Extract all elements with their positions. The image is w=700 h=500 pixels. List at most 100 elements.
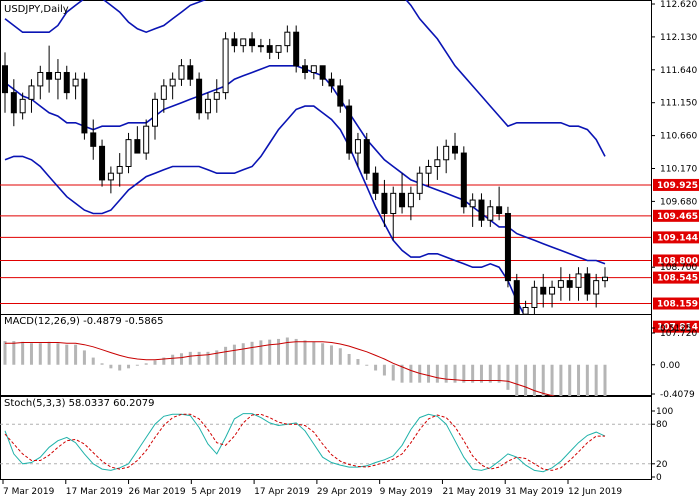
price-panel — [0, 0, 652, 334]
macd-histogram-bar — [162, 357, 166, 365]
date-x-axis: 7 Mar 2019 17 Mar 2019 26 Mar 2019 5 Apr 20… — [2, 480, 622, 497]
candle-bull — [434, 159, 441, 167]
level-label: 109.925 — [657, 181, 698, 191]
macd-histogram-bar — [382, 364, 386, 376]
candle-bear — [346, 105, 353, 154]
macd-y-axis: 0.5125 0.00 -0.4079 — [651, 324, 695, 400]
price-chart-title: USDJPY,Daily — [4, 4, 69, 15]
macd-histogram-bar — [277, 338, 281, 365]
candle-bull — [354, 139, 361, 154]
macd-histogram-bar — [400, 364, 404, 383]
candle-bull — [257, 45, 264, 48]
candle-bull — [54, 71, 61, 80]
candle-bull — [531, 286, 538, 308]
candle-bull — [549, 286, 556, 295]
candle-bear — [337, 85, 344, 107]
level-label-box — [653, 297, 699, 310]
candle-bull — [593, 280, 600, 295]
stochastic-tick-label: 100 — [656, 407, 673, 417]
candle-bull — [160, 85, 167, 100]
candle-bear — [460, 152, 467, 208]
macd-histogram-bar — [365, 364, 369, 366]
candle-bull — [310, 65, 317, 73]
candle-bear — [584, 273, 591, 295]
macd-histogram-bar — [303, 340, 307, 365]
candle-bull — [222, 38, 229, 94]
candle-bull — [107, 172, 114, 181]
macd-histogram-bar — [259, 340, 263, 365]
price-y-axis: 112.620 112.130 111.640 111.150 110.660 110.1… — [651, 0, 697, 339]
level-label-box — [653, 320, 699, 333]
candle-bear — [63, 71, 70, 94]
stochastic-tick-label: 80 — [656, 420, 668, 430]
candle-bull — [425, 165, 432, 174]
candle-bear — [363, 139, 370, 174]
level-label-box — [653, 178, 699, 191]
stochastic-k-line — [4, 413, 606, 473]
macd-histogram-bar — [109, 364, 113, 369]
candle-bull — [416, 172, 423, 194]
candle-bull — [407, 192, 414, 208]
candle-bear — [478, 199, 485, 221]
macd-histogram-bar — [321, 343, 325, 365]
macd-histogram-bar — [179, 353, 183, 365]
candle-bear — [10, 92, 17, 114]
candle-bull — [575, 273, 582, 288]
candle-bear — [99, 145, 106, 181]
candle-bull — [143, 125, 150, 154]
price-tick-label: 109.680 — [660, 197, 697, 207]
macd-histogram-bar — [12, 341, 16, 365]
macd-histogram-bar — [532, 364, 536, 405]
macd-histogram-bar — [568, 364, 572, 405]
candle-bear — [231, 38, 238, 47]
candle-bull — [390, 192, 397, 214]
candle-bear — [2, 65, 8, 94]
macd-tick-label: 0.00 — [660, 361, 680, 371]
macd-histogram-bar — [497, 364, 501, 383]
level-label: 108.159 — [657, 300, 698, 310]
candle-bear — [90, 132, 97, 147]
candle-bear — [566, 280, 573, 288]
candle-bull — [557, 280, 564, 288]
level-label-box — [653, 209, 699, 222]
candle-bear — [372, 172, 379, 194]
date-tick-label: 17 Mar 2019 — [66, 487, 123, 497]
macd-signal-line — [5, 341, 606, 406]
macd-histogram-bar — [21, 341, 25, 365]
macd-histogram-bar — [285, 337, 289, 365]
macd-histogram-bar — [127, 364, 131, 369]
candle-bear — [319, 65, 326, 80]
macd-histogram-bar — [603, 364, 607, 401]
price-tick-label: 112.620 — [660, 0, 697, 10]
macd-histogram-bar — [188, 351, 192, 365]
candle-bull — [72, 78, 79, 87]
macd-histogram-bar — [374, 364, 378, 371]
candle-bear — [399, 192, 406, 208]
macd-histogram-bar — [479, 364, 483, 383]
candle-bear — [46, 71, 53, 80]
macd-histogram-bar — [232, 344, 236, 365]
candle-bull — [116, 165, 123, 174]
macd-histogram-bar — [91, 357, 95, 365]
level-label-box — [653, 254, 699, 267]
candle-bear — [381, 192, 388, 214]
macd-histogram-bar — [29, 343, 33, 365]
macd-histogram-bar — [427, 364, 431, 383]
date-tick-label: 29 Apr 2019 — [317, 487, 373, 497]
price-tick-label: 112.130 — [660, 33, 697, 43]
price-tick-label: 107.720 — [660, 329, 697, 339]
macd-series — [3, 337, 607, 406]
macd-histogram-bar — [577, 364, 581, 405]
level-label: 108.545 — [657, 274, 698, 284]
macd-histogram-bar — [74, 344, 78, 365]
candle-bull — [284, 31, 291, 47]
macd-histogram-bar — [462, 364, 466, 383]
candle-bull — [37, 71, 44, 87]
candle-bear — [496, 206, 503, 214]
macd-histogram-bar — [594, 364, 598, 405]
date-tick-label: 26 Mar 2019 — [129, 487, 186, 497]
macd-histogram-bar — [171, 354, 175, 365]
candle-bull — [178, 65, 185, 80]
date-tick-label: 31 May 2019 — [505, 487, 564, 497]
